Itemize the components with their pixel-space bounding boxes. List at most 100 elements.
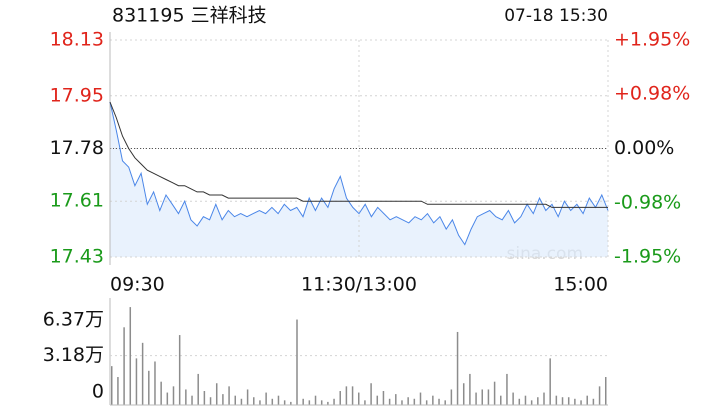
volume-bar [296,319,298,405]
y-tick-label: 17.43 [50,246,104,268]
volume-bar [419,392,422,405]
volume-bar [160,381,162,405]
volume-bar [154,361,156,405]
volume-bar [246,389,249,405]
x-tick-label: 09:30 [110,274,165,296]
volume-bar [259,400,261,405]
volume-bar [407,397,409,405]
volume-bar [487,389,490,405]
volume-bar [530,400,533,405]
y-tick-label: 17.61 [50,190,104,212]
volume-bar [314,395,317,405]
price-area [110,102,608,257]
volume-bar [228,386,230,405]
volume-bar [283,400,286,405]
volume-bar [117,377,119,405]
volume-bar [129,307,132,405]
volume-bar [382,391,385,405]
volume-bar [370,383,372,405]
volume-bar [253,397,255,405]
volume-bar [327,401,329,405]
average-line [109,101,608,208]
volume-bar [549,358,551,405]
volume-bar [450,389,453,405]
volume-bar [586,395,588,405]
volume-bar [462,383,465,405]
volume-bar [456,331,459,405]
volume-bar [141,342,144,405]
volume-bar [567,397,570,405]
y-tick-label: 6.37万 [43,309,104,331]
price-line [109,101,609,246]
volume-bar [592,398,595,405]
volume-bar [302,398,304,405]
volume-bar [148,370,150,405]
volume-bar [234,395,236,405]
volume-bar [364,400,366,405]
volume-bar [135,358,138,405]
volume-bar [506,373,508,405]
volume-bar [438,398,440,405]
volume-bar [277,395,280,405]
volume-bar [481,389,483,405]
volume-bar [178,335,181,405]
volume-bar [320,400,323,405]
volume-bar [512,392,514,405]
volume-bar [574,398,576,405]
volume-bar [388,398,391,405]
y-tick-label: 0 [92,381,104,403]
timestamp: 07-18 15:30 [504,6,608,26]
volume-bar [605,377,607,405]
volume-bar [500,395,502,405]
volume-bar [351,386,354,405]
volume-bar [401,400,403,405]
x-tick-label: 11:30/13:00 [301,274,417,296]
volume-bar [308,400,311,405]
volume-bar [444,400,446,405]
x-tick-label: 15:00 [553,274,608,296]
y2-tick-label: -0.98% [614,192,681,214]
volume-bar [413,398,416,405]
y2-tick-label: +0.98% [614,82,690,104]
volume-bar [339,391,341,405]
volume-bar [598,386,601,405]
volume-bar [358,392,360,405]
volume-bar [561,397,564,405]
volume-bar [493,381,496,405]
volume-bar [580,400,582,405]
volume-bar [197,373,199,405]
volume-bar [425,400,428,405]
volume-bar [222,394,224,405]
y-tick-label: 17.78 [50,137,104,159]
volume-bar [215,383,218,405]
volume-bar [333,398,335,405]
y2-tick-label: 0.00% [614,137,674,159]
volume-bar [555,395,558,405]
volume-bar [518,398,521,405]
volume-bar [191,395,193,405]
volume-bar [111,366,113,405]
volume-bar [469,373,471,405]
volume-bar [432,395,434,405]
volume-bar [172,386,175,405]
volume-bar [543,392,545,405]
volume-bar [290,401,292,405]
volume-bar [240,398,243,405]
volume-bar [271,398,274,405]
y2-tick-label: -1.95% [614,246,681,268]
volume-bar [537,397,539,405]
volume-bar [209,397,212,405]
volume-bar [376,395,379,405]
stock-title: 831195 三祥科技 [112,5,267,27]
y-tick-label: 17.95 [50,84,104,106]
volume-bar [475,392,477,405]
y-tick-label: 3.18万 [43,344,104,366]
volume-bar [203,391,206,405]
volume-bar [345,386,348,405]
volume-bar [123,327,125,405]
volume-bar [524,395,527,405]
volume-bar [395,394,397,405]
y-tick-label: 18.13 [50,29,104,51]
volume-bar [166,392,169,405]
